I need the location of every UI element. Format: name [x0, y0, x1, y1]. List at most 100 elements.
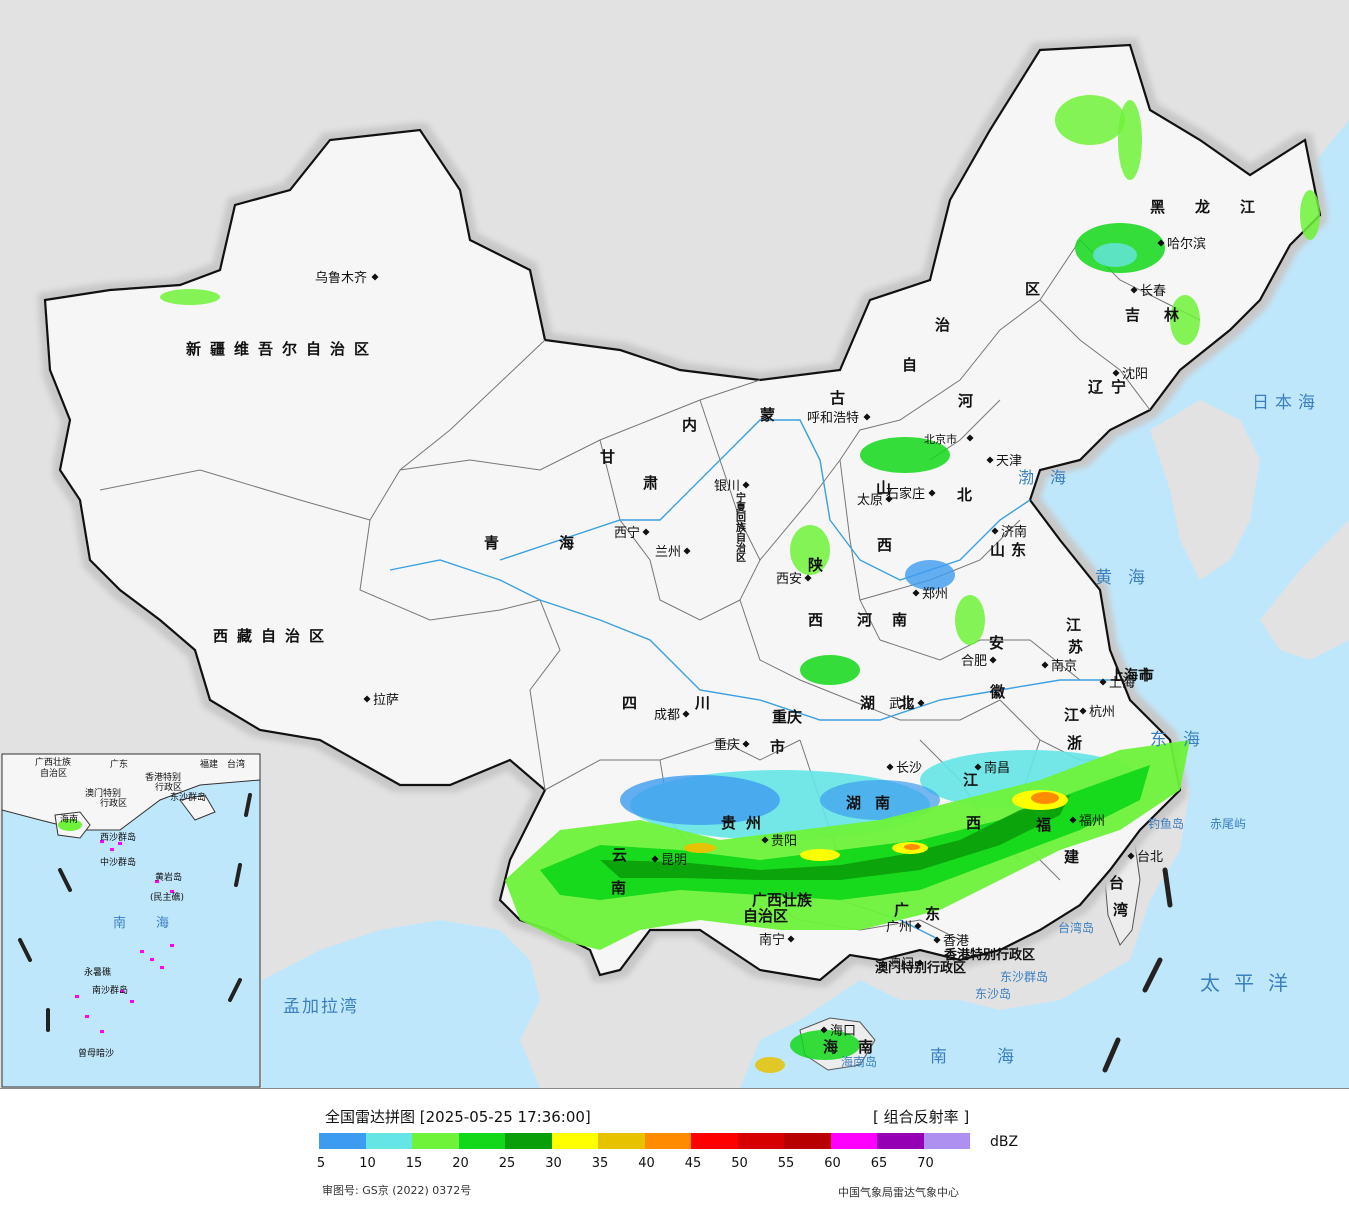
city-label: 呼和浩特	[807, 411, 859, 426]
sea-label: 太平洋	[1200, 971, 1302, 995]
city-marker: 西安	[776, 572, 812, 587]
color-swatch	[412, 1133, 459, 1149]
color-swatch	[923, 1133, 970, 1149]
province-label: 山	[876, 479, 891, 497]
city-marker: 呼和浩特	[807, 411, 871, 426]
city-label: 南昌	[984, 760, 1010, 776]
city-marker: 兰州	[655, 545, 691, 560]
province-label: 北	[957, 486, 972, 504]
province-label: 市	[1140, 667, 1154, 684]
legend-title: 全国雷达拼图 [2025-05-25 17:36:00]	[325, 1108, 591, 1126]
city-marker: 银川	[714, 479, 750, 494]
city-marker: 石家庄	[886, 486, 936, 502]
province-label: 南	[611, 879, 626, 897]
city-dot-icon	[974, 763, 982, 771]
province-label: 西	[966, 814, 981, 832]
province-label: 青海	[484, 534, 634, 552]
color-scale-tick: 5	[316, 1156, 326, 1171]
city-dot-icon	[914, 922, 922, 930]
inset-label: 东沙群岛	[170, 791, 206, 803]
china-land	[43, 43, 1322, 982]
city-marker: 重庆	[714, 737, 750, 753]
city-label: 长春	[1140, 284, 1166, 299]
inset-label: 黄岩岛	[155, 871, 182, 883]
map-approval-number: 审图号: GS京 (2022) 0372号	[322, 1184, 472, 1197]
inset-label: 海南	[60, 813, 78, 825]
province-label: 河南	[857, 611, 927, 629]
city-marker: 昆明	[651, 853, 687, 868]
color-swatch	[691, 1133, 738, 1149]
city-dot-icon	[371, 273, 379, 281]
city-markers: 乌鲁木齐拉萨西宁兰州银川呼和浩特北京市天津石家庄太原济南郑州西安哈尔滨长春沈阳南…	[315, 236, 1206, 1039]
city-marker: 郑州	[912, 587, 948, 602]
city-marker: 济南	[991, 524, 1027, 540]
province-label: 重庆	[772, 708, 802, 726]
city-label: 济南	[1001, 524, 1027, 540]
province-label: 蒙	[760, 406, 775, 424]
province-label: 川	[694, 694, 710, 712]
color-scale-tick: 60	[824, 1156, 841, 1171]
color-scale-tick: 45	[684, 1156, 702, 1171]
radar-echoes	[160, 95, 1320, 1073]
city-marker: 广州	[886, 920, 922, 935]
province-label: 内	[682, 416, 697, 434]
color-scale-tick: 20	[452, 1156, 469, 1171]
inset-label: 广西壮族	[35, 756, 71, 768]
province-label: 东	[925, 905, 940, 923]
color-scale-tick: 65	[870, 1156, 888, 1171]
color-swatch	[644, 1133, 691, 1149]
city-dot-icon	[682, 710, 690, 718]
city-dot-icon	[916, 959, 924, 967]
color-swatch	[877, 1133, 924, 1149]
city-marker: 香港	[933, 934, 969, 949]
city-label: 贵阳	[771, 834, 797, 849]
color-swatch	[505, 1133, 552, 1149]
island-label: 赤尾屿	[1210, 817, 1246, 831]
province-labels: 新疆维吾尔自治区西藏自治区青海甘肃内蒙古自治区黑龙江吉林辽宁河北山西陕西宁夏回族…	[186, 198, 1255, 1056]
city-label: 西安	[776, 572, 802, 587]
color-scale-tick: 35	[591, 1156, 609, 1171]
city-dot-icon	[642, 528, 650, 536]
city-label: 沈阳	[1122, 367, 1148, 382]
maritime-boundary	[1102, 867, 1173, 1073]
city-label: 福州	[1079, 814, 1105, 829]
inset-label: 西沙群岛	[100, 831, 136, 843]
inset-label: 澳门特别	[85, 787, 121, 799]
color-swatch	[365, 1133, 412, 1149]
city-label: 西宁	[614, 525, 640, 541]
city-dot-icon	[885, 495, 893, 503]
city-label: 成都	[654, 708, 680, 723]
map-canvas: 新疆维吾尔自治区西藏自治区青海甘肃内蒙古自治区黑龙江吉林辽宁河北山西陕西宁夏回族…	[0, 0, 1349, 1088]
city-label: 拉萨	[373, 693, 399, 708]
city-label: 上海	[1109, 676, 1135, 691]
city-label: 杭州	[1089, 705, 1115, 720]
korea-land	[1150, 400, 1260, 580]
province-label: 上海市	[1110, 667, 1152, 684]
island-label: 东沙群岛	[1000, 969, 1048, 984]
city-label: 海口	[830, 1024, 856, 1039]
color-swatch	[737, 1133, 784, 1149]
province-label: 江	[1064, 706, 1079, 724]
inset-label: 永暑礁	[84, 966, 111, 978]
city-label: 太原	[857, 493, 883, 508]
city-marker: 北京市	[924, 432, 974, 446]
inset-label: 台湾	[227, 758, 245, 770]
inset-label: (民主礁)	[150, 891, 184, 903]
province-label: 辽宁	[1088, 378, 1134, 396]
city-marker: 西宁	[614, 525, 650, 541]
color-scale-tick: 15	[405, 1156, 423, 1171]
city-dot-icon	[742, 481, 750, 489]
color-scale-tick: 50	[731, 1156, 748, 1171]
province-label: 吉林	[1125, 306, 1203, 324]
city-label: 乌鲁木齐	[315, 270, 367, 286]
city-label: 郑州	[922, 587, 948, 602]
city-marker: 澳门	[888, 956, 924, 972]
city-label: 台北	[1137, 850, 1163, 865]
city-dot-icon	[651, 855, 659, 863]
city-label: 广州	[886, 920, 912, 935]
city-label: 南京	[1051, 658, 1077, 674]
inset-label: 自治区	[40, 767, 67, 779]
taiwan-land	[1104, 844, 1141, 946]
city-dot-icon	[928, 489, 936, 497]
